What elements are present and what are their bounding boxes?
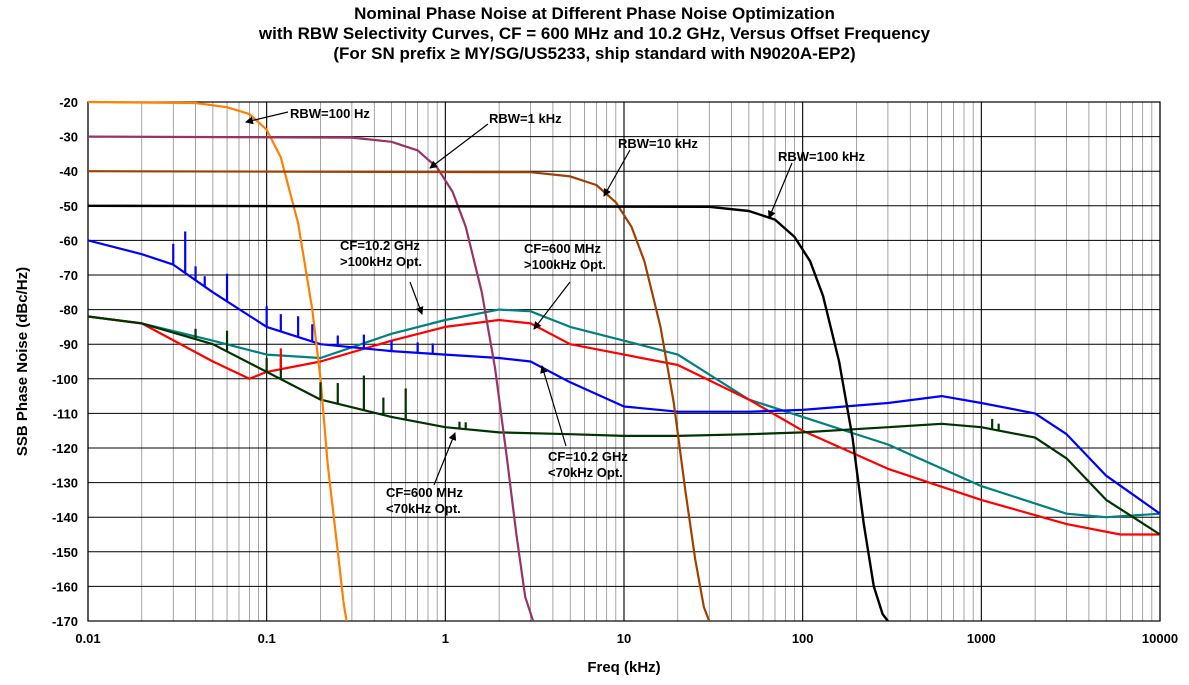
rbw-10khz-line	[88, 170, 711, 621]
series-lines	[88, 100, 1160, 621]
x-tick-label: 1	[442, 631, 449, 646]
y-tick-label: -60	[59, 233, 78, 248]
title-line-2: with RBW Selectivity Curves, CF = 600 MH…	[258, 24, 931, 43]
cf-600mhz-lt70k-line	[88, 315, 1160, 536]
y-tick-label: -80	[59, 303, 78, 318]
x-tick-label: 10	[617, 631, 631, 646]
y-axis-title: SSB Phase Noise (dBc/Hz)	[14, 267, 31, 456]
annotation-arrow	[433, 432, 457, 486]
y-tick-label: -110	[53, 406, 78, 421]
annotation-arrow	[540, 365, 567, 447]
x-tick-label: 0.01	[75, 631, 100, 646]
annotation-label: RBW=1 kHz	[489, 111, 562, 126]
rbw-100hz-line	[88, 100, 348, 621]
annotation-arrow	[245, 111, 289, 125]
x-tick-label: 100	[792, 631, 814, 646]
title-line-3: (For SN prefix ≥ MY/SG/US5233, ship stan…	[333, 44, 856, 63]
y-tick-label: -90	[59, 337, 78, 352]
plot-frame	[87, 101, 1161, 622]
annotation-arrow	[768, 162, 793, 219]
rbw-100khz-line	[88, 204, 889, 621]
y-tick-label: -100	[52, 372, 78, 387]
chart-title: Nominal Phase Noise at Different Phase N…	[0, 4, 1189, 64]
title-line-1: Nominal Phase Noise at Different Phase N…	[354, 4, 835, 23]
annotation-label: CF=600 MHz	[386, 485, 463, 500]
y-tick-label: -120	[52, 441, 78, 456]
annotation-arrow	[533, 281, 571, 330]
rbw-1khz-line	[88, 135, 535, 621]
y-tick-label: -20	[59, 95, 78, 110]
cf-600mhz-gt100k-line	[88, 308, 1160, 519]
y-tick-label: -170	[52, 614, 78, 629]
y-tick-label: -70	[59, 268, 78, 283]
x-tick-label: 0.1	[258, 631, 276, 646]
annotation-label: <70kHz Opt.	[386, 501, 461, 516]
x-tick-label: 10000	[1142, 631, 1178, 646]
cf-600mhz-gt100k-red-line	[88, 315, 1160, 536]
annotation-label: >100kHz Opt.	[340, 254, 422, 269]
x-tick-label: 1000	[967, 631, 996, 646]
annotation-arrow	[429, 123, 489, 169]
y-tick-label: -40	[59, 164, 78, 179]
annotation-label: CF=600 MHz	[524, 241, 601, 256]
annotation-arrow	[409, 281, 424, 315]
annotation-label: RBW=10 kHz	[618, 136, 698, 151]
y-tick-label: -130	[52, 476, 78, 491]
annotation-label: <70kHz Opt.	[548, 465, 623, 480]
y-tick-label: -150	[52, 545, 78, 560]
axes: 0.01 0.1 1 10 100 1000 10000 -20 -30 -40 -50 -60 -70…	[14, 95, 1178, 676]
y-tick-label: -140	[52, 510, 78, 525]
annotation-label: >100kHz Opt.	[524, 257, 606, 272]
annotations: RBW=100 Hz RBW=1 kHz RBW=10 kHz RBW=100 kHz…	[245, 106, 866, 516]
annotation-label: CF=10.2 GHz	[548, 449, 628, 464]
annotation-label: RBW=100 kHz	[778, 149, 866, 164]
annotation-label: CF=10.2 GHz	[340, 238, 420, 253]
y-tick-label: -30	[59, 130, 78, 145]
y-tick-label: -160	[52, 579, 78, 594]
annotation-arrow	[603, 149, 631, 197]
cf-10ghz-lt70k-line	[88, 239, 1160, 515]
spurs	[172, 231, 1000, 431]
annotation-label: RBW=100 Hz	[290, 106, 370, 121]
x-axis-title: Freq (kHz)	[587, 659, 660, 676]
y-tick-label: -50	[59, 199, 78, 214]
